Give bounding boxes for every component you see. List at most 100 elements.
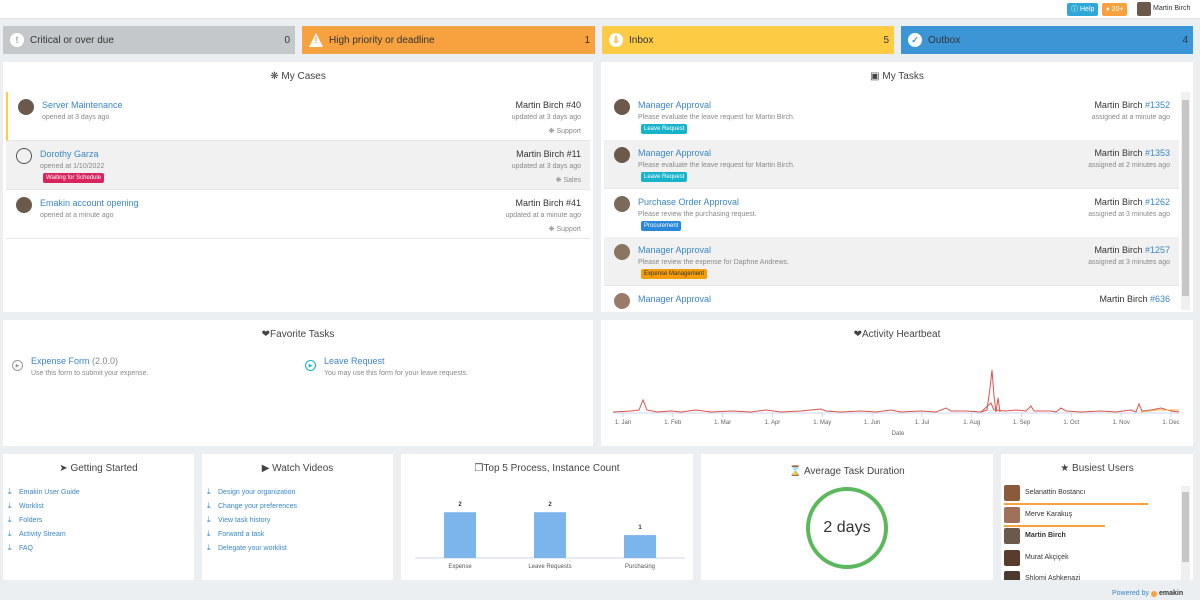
fav-task-expense[interactable]: Expense Form (2.0.0)	[31, 356, 119, 366]
tile-count: 5	[883, 34, 889, 46]
heartbeat-icon: ❤	[853, 329, 862, 340]
task-number[interactable]: #1257	[1144, 245, 1170, 255]
avatar	[1004, 549, 1020, 566]
getting-started-link[interactable]: ⤓ Worklist	[8, 501, 44, 510]
task-number[interactable]: #1353	[1144, 148, 1170, 158]
case-title[interactable]: Server Maintenance	[42, 100, 123, 110]
task-row[interactable]: Manager Approval Please review the expens…	[604, 237, 1179, 286]
task-title[interactable]: Manager Approval	[638, 100, 712, 110]
users-scrollbar[interactable]	[1181, 486, 1190, 580]
notifications-button[interactable]: ♦ 20+	[1102, 3, 1128, 16]
inbox-icon: ▣	[870, 71, 883, 82]
top5-process-panel: ❒Top 5 Process, Instance Count 2 Expense 2…	[401, 454, 693, 580]
avatar	[614, 147, 630, 163]
help-button[interactable]: ⓘ Help	[1067, 3, 1099, 16]
tasks-scroll-thumb[interactable]	[1182, 100, 1189, 296]
status-badge: Waiting for Schedule	[43, 173, 105, 183]
cubes-icon: ❒	[474, 463, 484, 474]
fav-task-leave[interactable]: Leave Request	[324, 356, 385, 366]
activity-bar	[1004, 524, 1105, 527]
task-owner: Martin Birch	[1094, 148, 1143, 158]
bar-leave-requests[interactable]	[534, 512, 566, 558]
bar-purchasing[interactable]	[624, 535, 656, 558]
getting-started-link[interactable]: ⤓ Folders	[8, 515, 43, 524]
play-circle-icon: ▶	[261, 463, 273, 474]
case-row[interactable]: Server Maintenance opened at 3 days ago Ma…	[6, 92, 590, 141]
getting-started-link[interactable]: ⤓ FAQ	[8, 543, 34, 552]
my-tasks-panel: ▣ My Tasks Manager Approval Please evalua…	[601, 62, 1193, 312]
busiest-users-title: ★ Busiest Users	[1060, 463, 1134, 474]
activity-spike	[980, 369, 1001, 413]
busiest-user-row[interactable]: Shlomi Ashkenazi	[1003, 570, 1179, 580]
user-name[interactable]: Martin Birch	[1153, 5, 1191, 12]
fav-task-desc: Use this form to submit your expense.	[31, 370, 149, 377]
user-name: Selanattin Bostancı	[1025, 489, 1086, 496]
task-row[interactable]: Manager Approval Please evaluate the leav…	[604, 140, 1179, 189]
tile-label: High priority or deadline	[329, 34, 435, 46]
bar-data-label: 2	[548, 502, 552, 508]
favorite-tasks-title: ❤Favorite Tasks	[261, 329, 335, 340]
getting-started-link[interactable]: ⤓ Emakin User Guide	[8, 487, 80, 496]
case-row[interactable]: Dorothy Garza opened at 1/10/2022 Waiting …	[6, 141, 590, 190]
case-owner: Martin Birch #40	[515, 100, 581, 110]
busiest-user-row[interactable]: Murat Akçiçek	[1003, 549, 1179, 571]
task-title[interactable]: Manager Approval	[638, 148, 712, 158]
download-icon: ⤓	[207, 543, 211, 552]
tile-count: 1	[584, 34, 590, 46]
star-icon: ★	[1060, 463, 1073, 474]
user-name: Shlomi Ashkenazi	[1025, 575, 1081, 580]
task-title[interactable]: Purchase Order Approval	[638, 197, 740, 207]
case-owner: Martin Birch #11	[516, 149, 581, 159]
case-title[interactable]: Emakin account opening	[40, 198, 139, 208]
tasks-scrollbar[interactable]	[1181, 92, 1190, 310]
video-link[interactable]: ⤓ Delegate your worklist	[207, 543, 287, 552]
rocket-icon: ➤	[59, 463, 71, 474]
hourglass-icon: ⌛	[789, 466, 804, 477]
busiest-user-row[interactable]: Martin Birch	[1003, 527, 1179, 549]
task-number[interactable]: #1262	[1144, 197, 1170, 207]
download-icon: ⤓	[8, 487, 12, 496]
getting-started-title: ➤ Getting Started	[59, 463, 138, 474]
case-title[interactable]: Dorothy Garza	[40, 149, 99, 159]
tile-label: Outbox	[928, 34, 961, 46]
download-icon: ⤓	[207, 515, 211, 524]
getting-started-link[interactable]: ⤓ Activity Stream	[8, 529, 66, 538]
video-link[interactable]: ⤓ Change your preferences	[207, 501, 297, 510]
case-category: Support	[556, 128, 581, 135]
task-row[interactable]: Purchase Order Approval Please review the…	[604, 189, 1179, 238]
video-link[interactable]: ⤓ Design your organization	[207, 487, 296, 496]
user-avatar[interactable]	[1137, 2, 1151, 16]
task-assigned: assigned at 3 minutes ago	[1088, 211, 1170, 218]
avatar	[614, 244, 630, 260]
play-icon[interactable]: ▶	[305, 360, 316, 371]
inbox-icon: ⇩	[609, 33, 623, 47]
cogs-icon: ❋	[270, 71, 282, 82]
task-title[interactable]: Manager Approval	[638, 245, 712, 255]
video-link[interactable]: ⤓ Forward a task	[207, 529, 265, 538]
status-tile-inbox[interactable]: ⇩ Inbox 5	[602, 26, 894, 54]
status-tile-high-priority-or-deadline[interactable]: ! High priority or deadline 1	[302, 26, 595, 54]
task-row[interactable]: Manager Approval Martin Birch #636	[604, 286, 1179, 312]
users-scroll-thumb[interactable]	[1182, 492, 1189, 562]
task-number[interactable]: #636	[1149, 294, 1170, 304]
video-link[interactable]: ⤓ View task history	[207, 515, 271, 524]
play-icon[interactable]: ▶	[12, 360, 23, 371]
fav-task-desc: You may use this form for your leave req…	[324, 370, 469, 377]
x-tick-label: 1. Feb	[664, 420, 682, 426]
case-row[interactable]: Emakin account opening opened at a minute…	[6, 190, 590, 239]
case-owner: Martin Birch #41	[515, 198, 581, 208]
task-row[interactable]: Manager Approval Please evaluate the leav…	[604, 92, 1179, 141]
download-icon: ⤓	[207, 487, 211, 496]
task-owner: Martin Birch	[1099, 294, 1148, 304]
category-label: Expense	[448, 564, 472, 570]
busiest-user-row[interactable]: Merve Karakuş	[1003, 506, 1179, 528]
user-name: Martin Birch	[1025, 532, 1066, 539]
task-title[interactable]: Manager Approval	[638, 294, 712, 304]
task-number[interactable]: #1352	[1144, 100, 1170, 110]
status-tile-outbox[interactable]: ✓ Outbox 4	[901, 26, 1193, 54]
avatar	[1004, 485, 1020, 501]
bar-expense[interactable]	[444, 512, 476, 558]
duration-ring	[806, 487, 888, 569]
busiest-user-row[interactable]: Selanattin Bostancı	[1003, 484, 1179, 506]
status-tile-critical-or-over-due[interactable]: ! Critical or over due 0	[3, 26, 295, 54]
